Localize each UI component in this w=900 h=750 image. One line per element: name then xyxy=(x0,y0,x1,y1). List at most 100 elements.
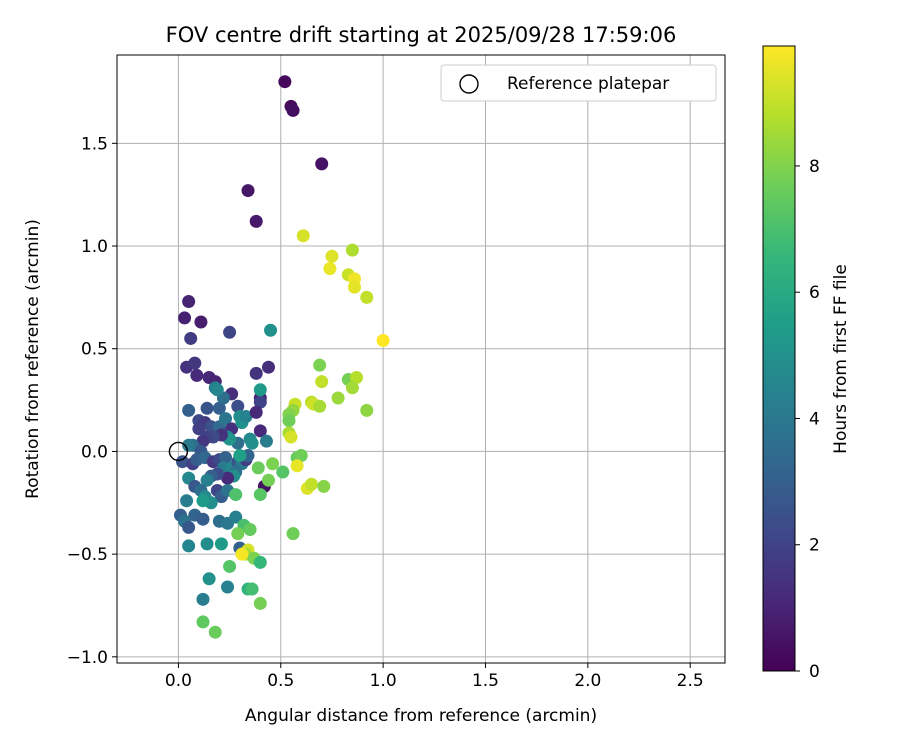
data-point xyxy=(323,262,337,276)
data-point xyxy=(317,479,331,493)
data-point xyxy=(235,547,249,561)
data-point xyxy=(315,375,329,389)
data-point xyxy=(294,449,308,463)
data-point xyxy=(286,103,300,117)
y-axis-label: Rotation from reference (arcmin) xyxy=(23,219,43,499)
y-tick-label: −1.0 xyxy=(67,648,108,668)
data-point xyxy=(194,315,208,329)
data-point xyxy=(296,229,310,243)
data-point xyxy=(196,592,210,606)
x-tick-label: 2.5 xyxy=(677,671,704,691)
data-point xyxy=(184,331,198,345)
x-tick-label: 1.5 xyxy=(472,671,499,691)
colorbar-ticks: 0 2 4 6 8 xyxy=(795,157,820,682)
y-tick-label: −0.5 xyxy=(67,545,108,565)
data-point xyxy=(249,366,263,380)
data-point xyxy=(253,395,267,409)
chart-title: FOV centre drift starting at 2025/09/28 … xyxy=(166,23,677,47)
data-point xyxy=(229,510,243,524)
data-point xyxy=(212,401,226,415)
data-point xyxy=(286,527,300,541)
data-point xyxy=(196,494,210,508)
colorbar-tick-label: 0 xyxy=(809,662,820,682)
data-point xyxy=(180,494,194,508)
grid xyxy=(117,55,725,663)
data-point xyxy=(278,75,292,89)
reference-platepar-marker xyxy=(168,441,189,462)
x-tick-label: 2.0 xyxy=(574,671,601,691)
y-tick-label: 1.0 xyxy=(81,237,108,257)
data-point xyxy=(229,488,243,502)
x-axis-label: Angular distance from reference (arcmin) xyxy=(245,706,597,726)
data-point xyxy=(290,459,304,473)
data-point xyxy=(347,280,361,294)
data-point xyxy=(200,473,214,487)
data-point xyxy=(251,461,265,475)
data-point xyxy=(315,157,329,171)
data-point xyxy=(196,512,210,526)
x-tick-label: 1.0 xyxy=(370,671,397,691)
data-point xyxy=(253,488,267,502)
points-layer xyxy=(168,75,390,639)
data-point xyxy=(196,434,210,448)
y-ticks: −1.0 −0.5 0.0 0.5 1.0 1.5 xyxy=(67,134,117,668)
legend-marker-reference xyxy=(459,74,479,94)
data-point xyxy=(192,422,206,436)
data-point xyxy=(200,401,214,415)
data-point xyxy=(350,370,364,384)
legend-label-reference: Reference platepar xyxy=(507,74,669,94)
data-point xyxy=(345,381,359,395)
colorbar-tick-label: 8 xyxy=(809,157,820,177)
data-point xyxy=(249,214,263,228)
colorbar-label: Hours from first FF file xyxy=(831,264,851,454)
data-point xyxy=(243,522,257,536)
colorbar-tick-label: 6 xyxy=(809,283,820,303)
data-point xyxy=(182,438,196,452)
data-point xyxy=(245,582,259,596)
data-point xyxy=(253,596,267,610)
data-point xyxy=(233,449,247,463)
data-point xyxy=(241,184,255,198)
data-point xyxy=(200,537,214,551)
legend: Reference platepar xyxy=(440,64,717,102)
data-point xyxy=(231,399,245,413)
data-point xyxy=(182,520,196,534)
data-point xyxy=(245,436,259,450)
colorbar-tick-label: 2 xyxy=(809,536,820,556)
data-point xyxy=(259,434,273,448)
data-point xyxy=(218,451,232,465)
x-tick-label: 0.0 xyxy=(165,671,192,691)
data-point xyxy=(264,323,278,337)
data-point xyxy=(188,356,202,370)
data-point xyxy=(313,358,327,372)
data-point xyxy=(331,391,345,405)
data-point xyxy=(221,471,235,485)
data-point xyxy=(223,325,237,339)
data-point xyxy=(202,572,216,586)
legend-box xyxy=(440,64,717,102)
data-point xyxy=(276,465,290,479)
data-point xyxy=(282,414,296,428)
data-point xyxy=(190,368,204,382)
data-point xyxy=(210,383,224,397)
data-point xyxy=(182,539,196,553)
colorbar: 0 2 4 6 8 Hours from first FF file xyxy=(762,45,851,682)
data-point xyxy=(249,405,263,419)
data-point xyxy=(253,383,267,397)
data-point xyxy=(266,457,280,471)
y-tick-label: 1.5 xyxy=(81,134,108,154)
data-point xyxy=(221,580,235,594)
data-point xyxy=(214,537,228,551)
data-point xyxy=(196,615,210,629)
data-point xyxy=(284,430,298,444)
data-point xyxy=(313,399,327,413)
colorbar-gradient xyxy=(762,45,796,672)
data-point xyxy=(176,455,190,469)
data-point xyxy=(223,559,237,573)
data-point xyxy=(178,311,192,325)
data-point xyxy=(376,334,390,348)
data-point xyxy=(261,473,275,487)
data-point xyxy=(253,555,267,569)
x-tick-label: 0.5 xyxy=(267,671,294,691)
y-tick-label: 0.0 xyxy=(81,442,108,462)
